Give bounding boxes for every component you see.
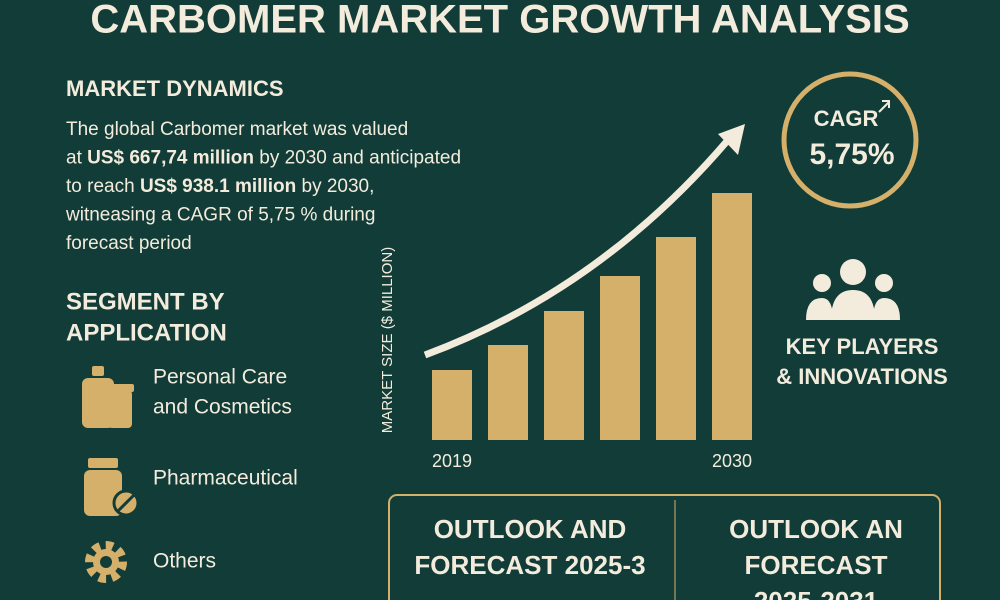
cosmetics-icon <box>82 366 134 428</box>
section-heading: MARKET DYNAMICS <box>66 76 284 101</box>
paragraph-line: The global Carbomer market was valued <box>66 119 408 140</box>
title: CARBOMER MARKET GROWTH ANALYSIS <box>90 0 909 42</box>
section-heading: APPLICATION <box>66 319 227 346</box>
section-heading: SEGMENT BY <box>66 288 225 315</box>
outlook-text: FORECAST <box>745 550 888 580</box>
y-axis-label: MARKET SIZE ($ MILLION) <box>379 247 396 433</box>
gear-icon <box>85 541 127 583</box>
bar <box>488 345 528 440</box>
outlook: OUTLOOK AND FORECAST 2025-3 OUTLOOK AN FORE… <box>414 514 903 600</box>
segment-item: Personal Care <box>153 366 287 389</box>
text-run: The global Carbomer market was valued <box>66 119 408 140</box>
growth-arrow <box>423 137 731 359</box>
segment-item: Pharmaceutical <box>153 467 298 490</box>
outlook-box <box>388 494 941 600</box>
segment-item: Others <box>153 550 216 573</box>
paragraph-line: witneasing a CAGR of 5,75 % during <box>65 205 375 226</box>
cagr-value: 5,75% <box>809 138 894 171</box>
text-run: at <box>66 148 87 169</box>
text-run: witneasing a CAGR of 5,75 % during <box>65 205 375 226</box>
paragraph-line: at US$ 667,74 million by 2030 and antici… <box>66 148 461 169</box>
outlook-text: OUTLOOK AN <box>729 514 903 544</box>
pharma-icon <box>84 458 140 517</box>
text-run: by 2030 and anticipated <box>254 148 461 169</box>
bar <box>656 237 696 440</box>
bar <box>712 193 752 440</box>
trend-icon <box>878 100 890 113</box>
bar-chart: MARKET SIZE ($ MILLION) 2019 2030 <box>379 193 752 471</box>
cagr-ring <box>781 71 919 209</box>
text-run: by 2030, <box>296 176 374 197</box>
bold-text: US$ 938.1 million <box>140 176 296 197</box>
bold-text: US$ 667,74 million <box>87 148 254 169</box>
key-players: KEY PLAYERS & INNOVATIONS <box>776 334 948 389</box>
arrow-head <box>718 124 745 155</box>
segment-item: and Cosmetics <box>153 396 292 419</box>
bar <box>544 311 584 440</box>
outlook-text: FORECAST 2025-3 <box>414 550 645 580</box>
paragraph: The global Carbomer market was valued at … <box>65 119 461 254</box>
bar <box>432 370 472 440</box>
paragraph-line: to reach US$ 938.1 million by 2030, <box>66 176 374 197</box>
text-run: forecast period <box>66 233 192 254</box>
outlook-text: 2025-2031 <box>754 586 878 600</box>
outlook-text: OUTLOOK AND <box>434 514 627 544</box>
x-tick-label: 2019 <box>432 451 472 471</box>
segment-list: SEGMENT BY APPLICATION Personal Care and Co… <box>66 288 298 572</box>
x-tick-label: 2030 <box>712 451 752 471</box>
text-run: to reach <box>66 176 140 197</box>
paragraph-line: forecast period <box>66 233 192 254</box>
key-players-text: & INNOVATIONS <box>776 364 948 389</box>
key-players-text: KEY PLAYERS <box>786 334 939 359</box>
bar <box>600 276 640 440</box>
cagr-label: CAGR <box>814 106 879 131</box>
people-icon <box>806 259 900 320</box>
